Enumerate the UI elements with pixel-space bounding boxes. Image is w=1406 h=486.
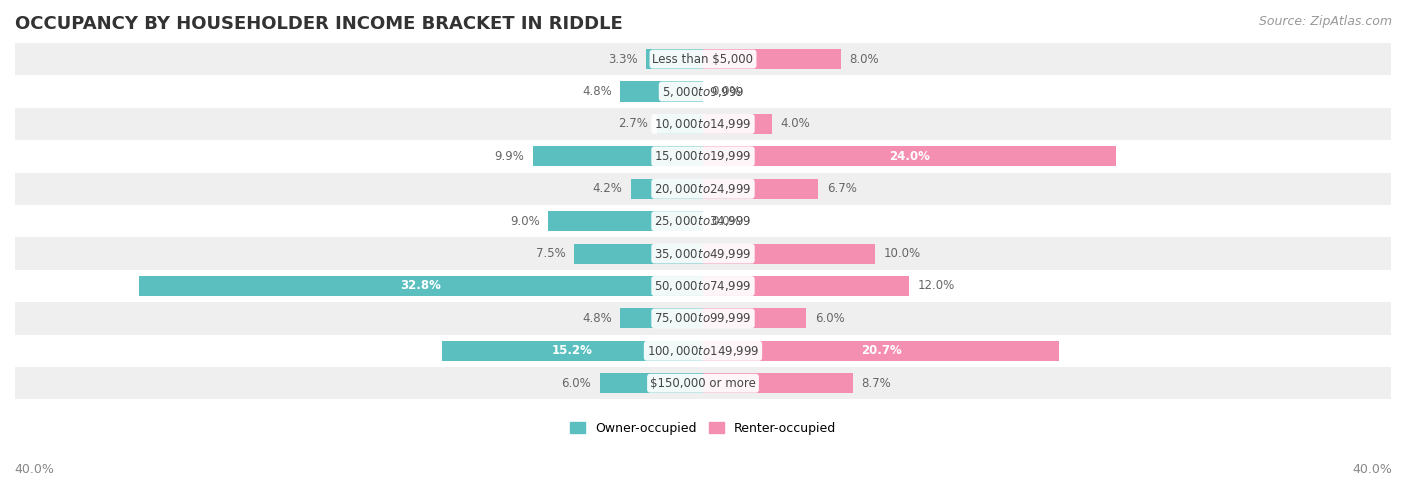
- Bar: [441, 341, 703, 361]
- Bar: [15, 205, 1391, 237]
- Text: 6.0%: 6.0%: [815, 312, 845, 325]
- Bar: [15, 335, 1391, 367]
- Bar: [548, 211, 703, 231]
- Text: 40.0%: 40.0%: [1353, 463, 1392, 476]
- Bar: [15, 302, 1391, 335]
- Bar: [703, 308, 806, 329]
- Text: $20,000 to $24,999: $20,000 to $24,999: [654, 182, 752, 196]
- Text: $15,000 to $19,999: $15,000 to $19,999: [654, 149, 752, 163]
- Text: 15.2%: 15.2%: [551, 344, 593, 357]
- Text: 10.0%: 10.0%: [883, 247, 921, 260]
- Text: $150,000 or more: $150,000 or more: [650, 377, 756, 390]
- Text: 32.8%: 32.8%: [401, 279, 441, 293]
- Text: 24.0%: 24.0%: [889, 150, 929, 163]
- Bar: [15, 173, 1391, 205]
- Text: 9.9%: 9.9%: [495, 150, 524, 163]
- Bar: [620, 82, 703, 102]
- Text: 3.3%: 3.3%: [607, 52, 638, 66]
- Bar: [703, 341, 1059, 361]
- Text: 2.7%: 2.7%: [619, 118, 648, 130]
- Legend: Owner-occupied, Renter-occupied: Owner-occupied, Renter-occupied: [565, 417, 841, 439]
- Bar: [15, 237, 1391, 270]
- Text: 8.7%: 8.7%: [862, 377, 891, 390]
- Text: $10,000 to $14,999: $10,000 to $14,999: [654, 117, 752, 131]
- Bar: [703, 146, 1116, 166]
- Text: $35,000 to $49,999: $35,000 to $49,999: [654, 246, 752, 260]
- Text: 9.0%: 9.0%: [510, 215, 540, 227]
- Bar: [15, 367, 1391, 399]
- Text: 6.0%: 6.0%: [561, 377, 591, 390]
- Text: 7.5%: 7.5%: [536, 247, 565, 260]
- Bar: [600, 373, 703, 393]
- Text: 20.7%: 20.7%: [860, 344, 901, 357]
- Text: 6.7%: 6.7%: [827, 182, 856, 195]
- Text: 40.0%: 40.0%: [14, 463, 53, 476]
- Text: 0.0%: 0.0%: [711, 215, 741, 227]
- Bar: [533, 146, 703, 166]
- Text: Source: ZipAtlas.com: Source: ZipAtlas.com: [1258, 15, 1392, 28]
- Bar: [647, 49, 703, 69]
- Bar: [703, 373, 852, 393]
- Text: 12.0%: 12.0%: [918, 279, 955, 293]
- Bar: [620, 308, 703, 329]
- Text: 4.2%: 4.2%: [592, 182, 623, 195]
- Text: 8.0%: 8.0%: [849, 52, 879, 66]
- Bar: [703, 243, 875, 263]
- Text: $75,000 to $99,999: $75,000 to $99,999: [654, 312, 752, 326]
- Text: $50,000 to $74,999: $50,000 to $74,999: [654, 279, 752, 293]
- Text: $100,000 to $149,999: $100,000 to $149,999: [647, 344, 759, 358]
- Bar: [631, 179, 703, 199]
- Bar: [703, 179, 818, 199]
- Text: $25,000 to $34,999: $25,000 to $34,999: [654, 214, 752, 228]
- Text: 4.0%: 4.0%: [780, 118, 810, 130]
- Bar: [703, 276, 910, 296]
- Text: 4.8%: 4.8%: [582, 312, 612, 325]
- Text: OCCUPANCY BY HOUSEHOLDER INCOME BRACKET IN RIDDLE: OCCUPANCY BY HOUSEHOLDER INCOME BRACKET …: [15, 15, 623, 33]
- Text: 4.8%: 4.8%: [582, 85, 612, 98]
- Bar: [703, 114, 772, 134]
- Text: $5,000 to $9,999: $5,000 to $9,999: [662, 85, 744, 99]
- Bar: [15, 140, 1391, 173]
- Bar: [15, 108, 1391, 140]
- Bar: [15, 270, 1391, 302]
- Text: 0.0%: 0.0%: [711, 85, 741, 98]
- Bar: [703, 49, 841, 69]
- Bar: [15, 43, 1391, 75]
- Text: Less than $5,000: Less than $5,000: [652, 52, 754, 66]
- Bar: [139, 276, 703, 296]
- Bar: [657, 114, 703, 134]
- Bar: [15, 75, 1391, 108]
- Bar: [574, 243, 703, 263]
